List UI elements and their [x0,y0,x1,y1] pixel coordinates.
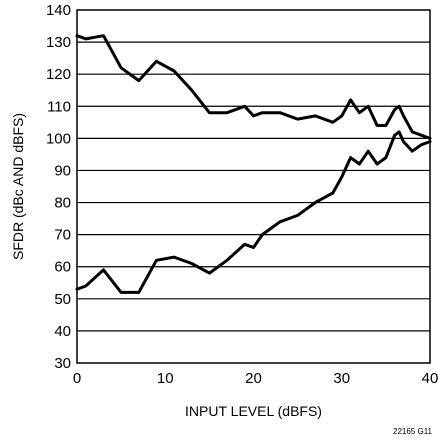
figure-code: 22165 G11 [393,427,433,436]
series-line-1 [75,34,432,140]
y-tick-label: 70 [54,227,71,244]
y-tick-labels: 30 40 50 60 70 80 90 100 110 120 130 140 [46,2,71,372]
y-tick-label: 40 [54,323,71,340]
y-tick-label: 30 [54,355,71,372]
x-tick-label: 30 [333,370,350,387]
y-tick-label: 110 [47,98,71,115]
series-line-2 [75,130,432,294]
y-axis-label: SFDR (dBc AND dBFS) [10,113,26,260]
y-tick-label: 80 [54,195,71,212]
y-tick-label: 140 [46,2,71,19]
y-tick-label: 100 [46,130,71,147]
y-tick-label: 50 [54,291,71,308]
x-tick-label: 20 [245,370,262,387]
y-tick-label: 60 [54,259,71,276]
x-tick-label: 40 [422,370,438,387]
plot-frame [76,9,431,364]
data-lines [75,34,432,294]
x-tick-label: 0 [73,370,81,387]
x-tick-label: 10 [157,370,174,387]
x-axis-label: INPUT LEVEL (dBFS) [185,403,322,419]
x-tick-labels: 0 10 20 30 40 [73,370,438,387]
y-tick-label: 130 [46,34,71,51]
gridlines [77,41,430,332]
y-tick-label: 90 [54,162,71,179]
y-tick-label: 120 [46,66,71,83]
